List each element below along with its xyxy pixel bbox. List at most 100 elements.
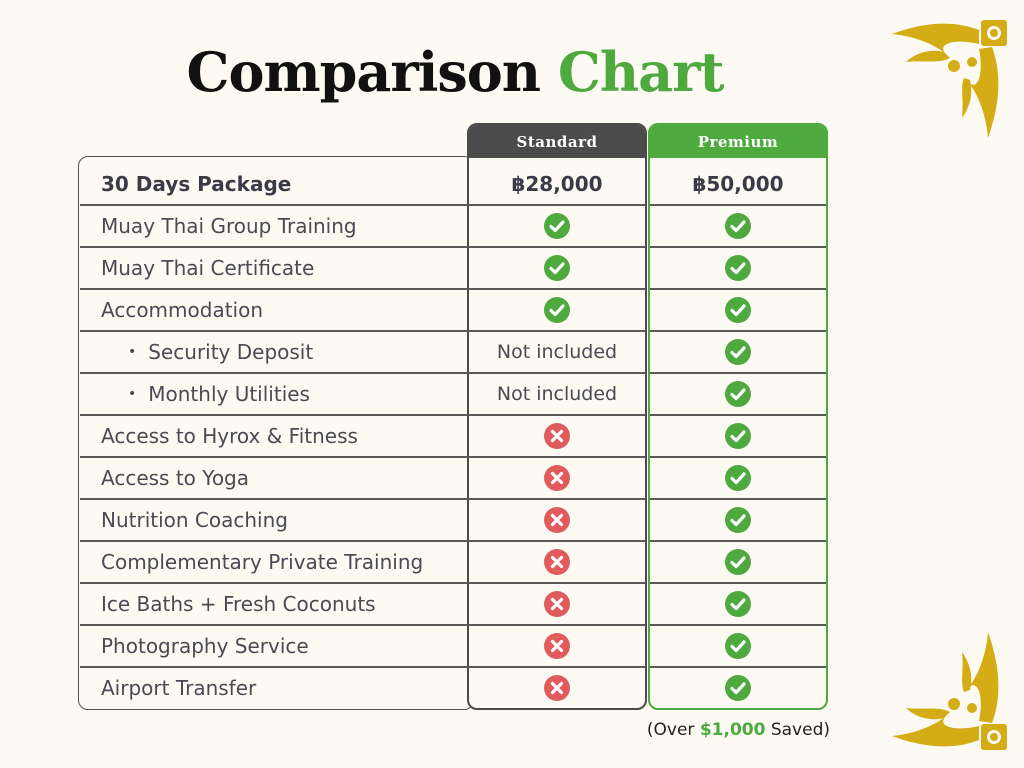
feature-label: Airport Transfer xyxy=(101,676,257,700)
standard-value: ฿28,000 xyxy=(511,172,603,196)
feature-row: • Security Deposit xyxy=(80,331,468,373)
premium-check-icon xyxy=(650,667,826,709)
bullet-point: • xyxy=(128,386,137,402)
bullet-point: • xyxy=(128,344,137,360)
row-divider xyxy=(650,414,826,416)
feature-row: 30 Days Package xyxy=(80,163,468,205)
row-divider xyxy=(469,414,645,416)
row-divider xyxy=(80,540,468,542)
feature-label: Muay Thai Certificate xyxy=(101,256,315,280)
premium-check-icon xyxy=(650,289,826,331)
feature-label: Muay Thai Group Training xyxy=(101,214,357,238)
row-divider xyxy=(469,582,645,584)
row-divider xyxy=(80,330,468,332)
row-divider xyxy=(80,666,468,668)
feature-row: Access to Hyrox & Fitness xyxy=(80,415,468,457)
row-divider xyxy=(80,246,468,248)
premium-check-icon xyxy=(650,625,826,667)
savings-amount: $1,000 xyxy=(699,720,766,740)
feature-row: Complementary Private Training xyxy=(80,541,468,583)
row-divider xyxy=(469,624,645,626)
standard-value: Not included xyxy=(496,383,618,405)
feature-row: Muay Thai Certificate xyxy=(80,247,468,289)
row-divider xyxy=(80,204,468,206)
premium-check-icon xyxy=(650,457,826,499)
feature-label: Photography Service xyxy=(101,634,309,658)
row-divider xyxy=(469,456,645,458)
premium-check-icon xyxy=(650,541,826,583)
feature-column-card xyxy=(78,156,474,710)
thai-ornament-bottom-right-icon xyxy=(892,632,1007,750)
thai-ornament-top-right-icon xyxy=(892,20,1007,138)
standard-value: Not included xyxy=(496,341,618,363)
feature-label: Complementary Private Training xyxy=(101,550,424,574)
feature-row: Photography Service xyxy=(80,625,468,667)
row-divider xyxy=(650,204,826,206)
row-divider xyxy=(80,582,468,584)
feature-row: Muay Thai Group Training xyxy=(80,205,468,247)
row-divider xyxy=(650,372,826,374)
premium-check-icon xyxy=(650,205,826,247)
feature-row: Access to Yoga xyxy=(80,457,468,499)
premium-check-icon xyxy=(650,499,826,541)
row-divider xyxy=(80,456,468,458)
premium-check-icon xyxy=(650,331,826,373)
savings-note-suffix: Saved) xyxy=(765,720,830,740)
row-divider xyxy=(469,288,645,290)
row-divider xyxy=(80,498,468,500)
standard-cross-icon xyxy=(469,499,645,541)
standard-cross-icon xyxy=(469,541,645,583)
premium-value: ฿50,000 xyxy=(692,172,784,196)
feature-label: Security Deposit xyxy=(148,340,314,364)
standard-cross-icon xyxy=(469,457,645,499)
page-title: Comparison Chart xyxy=(0,40,910,104)
row-divider xyxy=(469,540,645,542)
row-divider xyxy=(650,624,826,626)
premium-column-header: Premium xyxy=(650,125,826,158)
title-part-1: Comparison xyxy=(186,40,542,104)
savings-note: (Over $1,000 Saved) xyxy=(640,720,830,740)
feature-label: 30 Days Package xyxy=(101,172,292,196)
row-divider xyxy=(469,666,645,668)
feature-row: Ice Baths + Fresh Coconuts xyxy=(80,583,468,625)
row-divider xyxy=(80,414,468,416)
row-divider xyxy=(650,498,826,500)
standard-check-icon xyxy=(469,205,645,247)
standard-cross-icon xyxy=(469,583,645,625)
feature-label: Accommodation xyxy=(101,298,264,322)
row-divider xyxy=(469,246,645,248)
row-divider xyxy=(80,624,468,626)
premium-check-icon xyxy=(650,583,826,625)
row-divider xyxy=(80,288,468,290)
standard-cross-icon xyxy=(469,625,645,667)
premium-check-icon xyxy=(650,415,826,457)
row-divider xyxy=(650,582,826,584)
row-divider xyxy=(650,246,826,248)
standard-cross-icon xyxy=(469,667,645,709)
feature-label: Access to Yoga xyxy=(101,466,250,490)
row-divider xyxy=(469,204,645,206)
standard-check-icon xyxy=(469,289,645,331)
standard-cross-icon xyxy=(469,415,645,457)
feature-row: • Monthly Utilities xyxy=(80,373,468,415)
premium-check-icon xyxy=(650,373,826,415)
row-divider xyxy=(469,330,645,332)
feature-row: Accommodation xyxy=(80,289,468,331)
row-divider xyxy=(469,498,645,500)
row-divider xyxy=(650,456,826,458)
standard-check-icon xyxy=(469,247,645,289)
savings-note-prefix: (Over xyxy=(646,720,700,740)
feature-row: Nutrition Coaching xyxy=(80,499,468,541)
row-divider xyxy=(650,330,826,332)
feature-label: Monthly Utilities xyxy=(148,382,310,406)
title-part-2: Chart xyxy=(557,40,725,104)
row-divider xyxy=(469,372,645,374)
feature-label: Ice Baths + Fresh Coconuts xyxy=(101,592,376,616)
row-divider xyxy=(80,372,468,374)
row-divider xyxy=(650,540,826,542)
standard-column-header: Standard xyxy=(469,125,645,158)
row-divider xyxy=(650,666,826,668)
premium-check-icon xyxy=(650,247,826,289)
feature-label: Access to Hyrox & Fitness xyxy=(101,424,358,448)
feature-row: Airport Transfer xyxy=(80,667,468,709)
